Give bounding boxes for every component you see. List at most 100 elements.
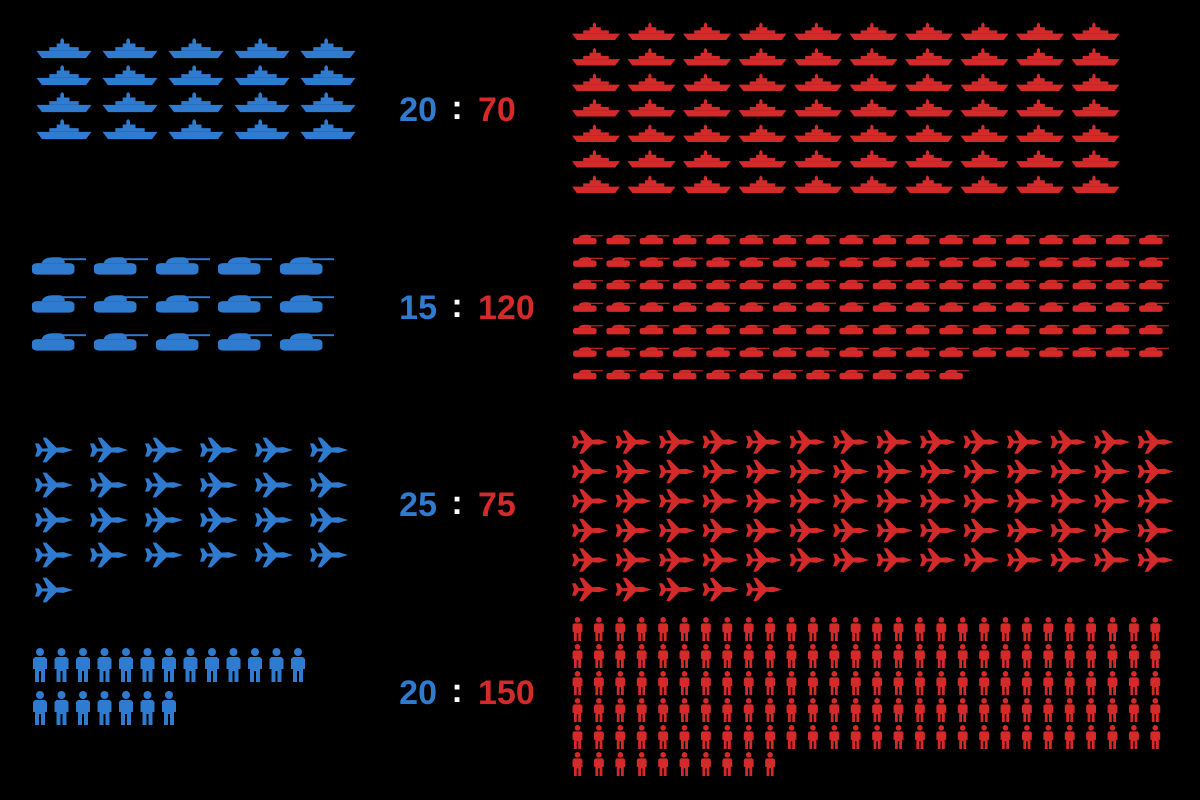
icon bbox=[615, 459, 652, 484]
icon bbox=[833, 518, 869, 543]
icon bbox=[738, 175, 787, 193]
icon bbox=[573, 302, 603, 312]
icon bbox=[702, 489, 739, 513]
icon bbox=[905, 47, 953, 66]
icon bbox=[1139, 257, 1170, 267]
icon bbox=[1050, 518, 1087, 543]
icon bbox=[789, 430, 826, 454]
icon bbox=[960, 149, 1009, 168]
icon bbox=[639, 234, 670, 245]
icon bbox=[35, 437, 73, 463]
icon bbox=[300, 38, 356, 59]
icon bbox=[1107, 698, 1118, 722]
icon-group bbox=[573, 234, 1170, 380]
count-label: 15 bbox=[399, 289, 437, 327]
icon bbox=[1016, 22, 1064, 40]
icon bbox=[746, 548, 782, 572]
icon bbox=[683, 22, 731, 40]
icon bbox=[700, 617, 711, 641]
icon bbox=[636, 644, 647, 668]
separator: : bbox=[451, 287, 462, 325]
icon bbox=[636, 698, 647, 722]
icon bbox=[960, 22, 1009, 40]
icon bbox=[168, 38, 224, 59]
icon bbox=[217, 333, 273, 351]
icon bbox=[627, 175, 676, 193]
icon bbox=[679, 752, 690, 776]
icon bbox=[979, 698, 990, 722]
icon bbox=[1021, 725, 1032, 749]
icon bbox=[310, 507, 348, 533]
icon bbox=[1072, 324, 1103, 335]
icon bbox=[794, 47, 842, 66]
icon bbox=[615, 725, 626, 749]
icon bbox=[957, 644, 968, 668]
icon bbox=[839, 234, 870, 245]
icon bbox=[310, 437, 348, 463]
icon bbox=[593, 698, 604, 722]
icon bbox=[572, 752, 583, 776]
icon bbox=[786, 617, 797, 641]
icon bbox=[876, 459, 913, 484]
icon bbox=[739, 257, 770, 267]
icon bbox=[300, 92, 356, 113]
icon bbox=[876, 548, 913, 572]
icon bbox=[1086, 617, 1097, 641]
icon bbox=[789, 459, 826, 484]
icon bbox=[979, 617, 990, 641]
icon bbox=[683, 73, 731, 91]
icon bbox=[155, 295, 211, 313]
icon bbox=[679, 617, 690, 641]
icon bbox=[679, 644, 690, 668]
icon bbox=[255, 472, 293, 498]
icon bbox=[145, 472, 183, 498]
icon bbox=[960, 47, 1009, 66]
icon bbox=[606, 234, 637, 245]
icon bbox=[1000, 617, 1011, 641]
icon bbox=[1007, 518, 1043, 543]
icon bbox=[31, 257, 87, 275]
icon bbox=[672, 279, 703, 290]
icon bbox=[906, 347, 936, 357]
icon bbox=[807, 671, 818, 695]
icon bbox=[33, 691, 47, 725]
icon bbox=[606, 347, 637, 357]
icon bbox=[839, 324, 870, 335]
icon bbox=[1107, 617, 1118, 641]
icon bbox=[963, 430, 1000, 454]
icon bbox=[972, 302, 1003, 312]
icon bbox=[593, 752, 604, 776]
icon bbox=[772, 369, 803, 380]
icon bbox=[217, 295, 273, 313]
icon bbox=[906, 302, 936, 312]
icon bbox=[672, 347, 703, 357]
icon bbox=[269, 648, 284, 682]
icon bbox=[255, 437, 293, 463]
icon bbox=[627, 98, 676, 117]
icon bbox=[679, 698, 690, 722]
icon bbox=[659, 577, 695, 602]
count-label: 75 bbox=[478, 486, 516, 524]
icon bbox=[35, 472, 73, 498]
icon bbox=[743, 752, 754, 776]
icon bbox=[1139, 279, 1170, 290]
icon bbox=[939, 257, 970, 267]
icon bbox=[893, 725, 904, 749]
icon bbox=[573, 279, 603, 290]
icon bbox=[636, 671, 647, 695]
icon bbox=[234, 38, 290, 59]
icon bbox=[738, 22, 787, 40]
icon bbox=[765, 698, 776, 722]
icon bbox=[722, 671, 733, 695]
icon bbox=[155, 333, 211, 351]
icon bbox=[936, 644, 947, 668]
icon bbox=[279, 333, 335, 351]
icon bbox=[794, 149, 842, 168]
icon bbox=[1150, 617, 1161, 641]
icon bbox=[572, 430, 608, 454]
icon bbox=[963, 459, 1000, 484]
icon bbox=[957, 617, 968, 641]
icon bbox=[722, 617, 733, 641]
icon bbox=[90, 437, 128, 463]
